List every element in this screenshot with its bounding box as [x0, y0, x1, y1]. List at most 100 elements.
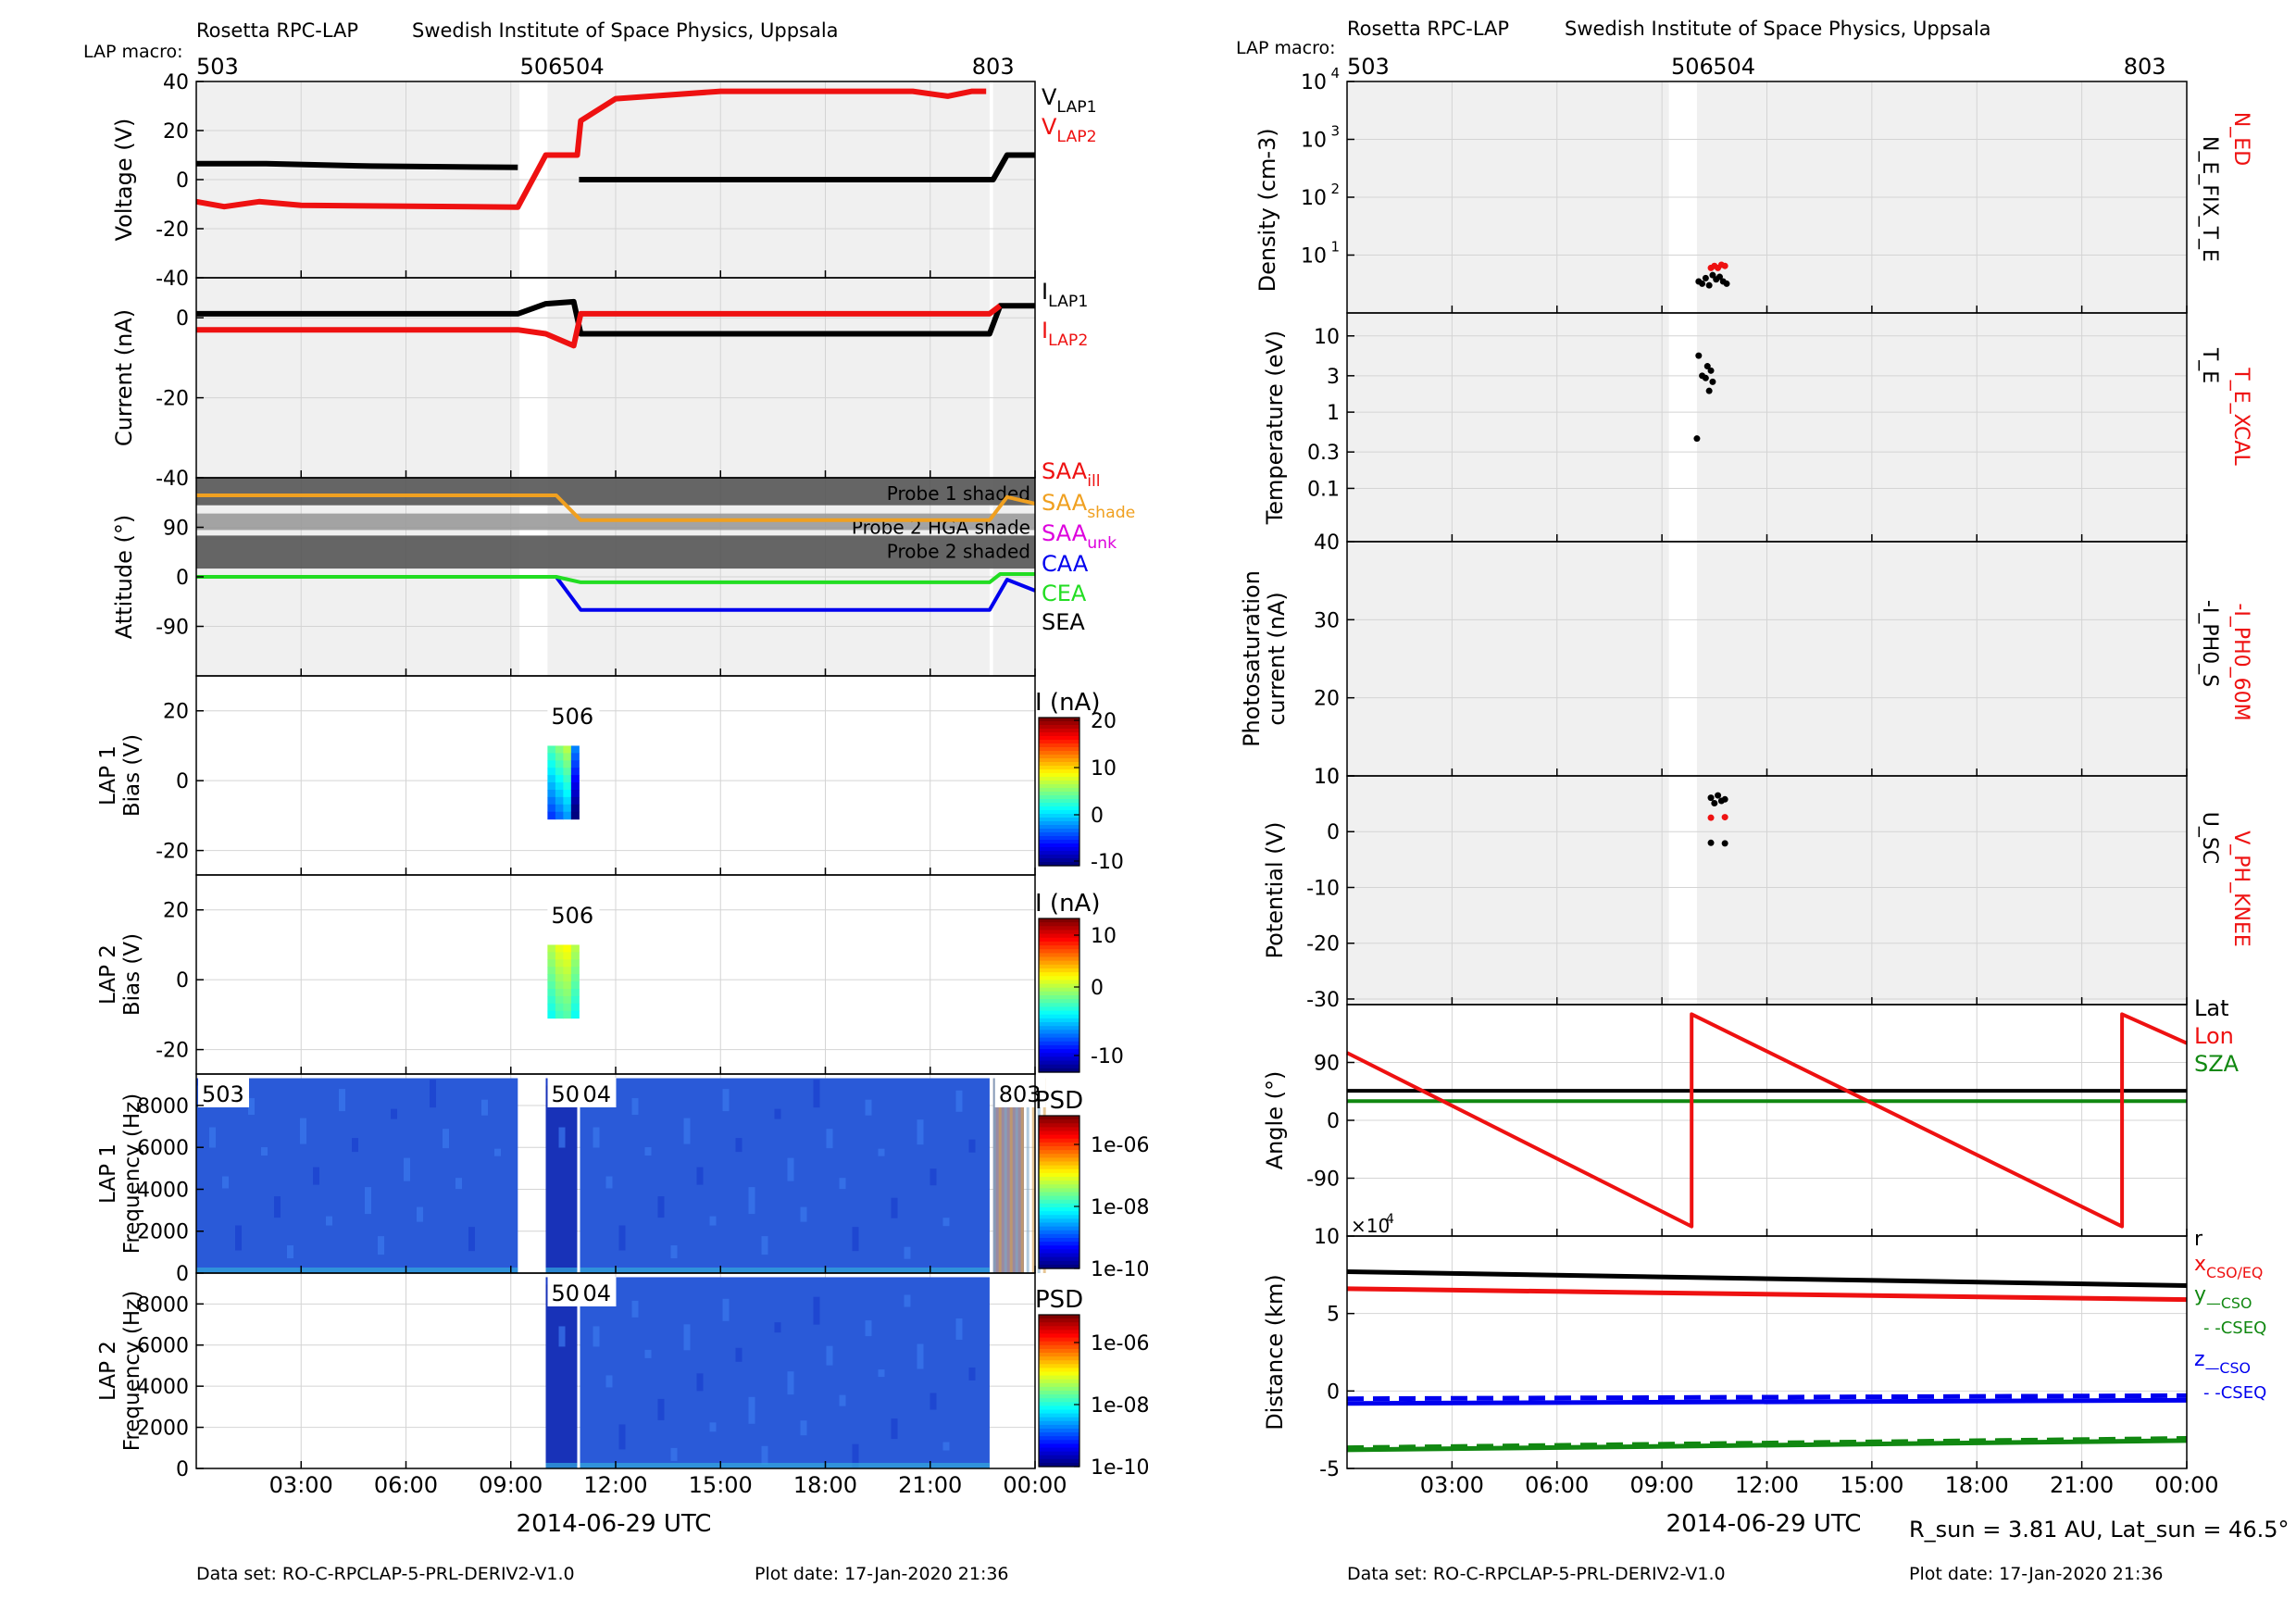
macro-label-left: 803: [972, 54, 1015, 80]
spectrogram-texture: [644, 1147, 652, 1156]
colorbar-lap1-psd-band: [1039, 1199, 1079, 1205]
spectrogram-block: [545, 1277, 578, 1468]
legend-n-e-fix: N_E_FIX_T_E: [2198, 136, 2221, 262]
spectrogram-texture: [735, 1347, 742, 1362]
colorbar-lap1-psd-band: [1039, 1230, 1079, 1235]
colorbar-lap1-psd-band: [1039, 1195, 1079, 1201]
spectrogram-texture: [494, 1148, 501, 1156]
colorbar-lap2-bias-band: [1039, 980, 1079, 985]
left-header-institute: Swedish Institute of Space Physics, Upps…: [412, 19, 839, 42]
bias-heat-cell: [555, 753, 564, 761]
bias-heat-cell: [555, 768, 564, 776]
colorbar-lap1-psd-band: [1039, 1207, 1079, 1212]
bias-heat-cell: [547, 775, 556, 783]
legend-caa: CAA: [1042, 551, 1089, 577]
colorbar-lap1-psd-band: [1039, 1123, 1079, 1128]
colorbar-lap2-bias-band: [1039, 968, 1079, 973]
bias-heat-cell: [547, 959, 556, 968]
colorbar-lap2-psd-band: [1039, 1360, 1079, 1365]
colorbar-lap2-bias-band: [1039, 1010, 1079, 1016]
macro-tag: 803: [999, 1081, 1042, 1107]
colorbar-lap1-bias-tick-label: 0: [1091, 805, 1104, 828]
y-tick-label: 0: [176, 307, 189, 331]
y-tick-label: 4000: [137, 1376, 189, 1399]
series-line-x: [1346, 1286, 2188, 1303]
macro-label-right: 504: [1713, 54, 1755, 80]
colorbar-lap2-psd-band: [1039, 1405, 1079, 1411]
bias-heat-cell: [547, 1003, 556, 1012]
colorbar-lap1-psd-band: [1039, 1256, 1079, 1262]
colorbar-lap2-bias-band: [1039, 1033, 1079, 1039]
spectrogram-texture: [1026, 1078, 1029, 1273]
y-tick-label: 0: [1327, 1110, 1340, 1133]
bias-heat-cell: [555, 775, 564, 783]
colorbar-lap2-psd-band: [1039, 1356, 1079, 1361]
macro-tag-bg: [994, 1078, 1046, 1107]
colorbar-lap2-bias-label: I (nA): [1035, 890, 1100, 918]
bias-heat-cell: [570, 768, 580, 776]
legend-r: r: [2194, 1228, 2203, 1251]
legend-i-lap2: ILAP2: [1042, 318, 1088, 350]
legend-saa-unk-sub: unk: [1087, 534, 1117, 553]
y-tick-exponent: 1: [1330, 239, 1340, 256]
colorbar-lap2-bias-band: [1039, 922, 1079, 927]
colorbar-lap1-bias-band: [1039, 810, 1079, 815]
colorbar-lap2-bias-band: [1039, 937, 1079, 943]
y-tick-exponent: 3: [1330, 123, 1340, 140]
y-tick-label: 2000: [137, 1418, 189, 1441]
macro-label-right: 506: [1671, 54, 1714, 80]
colorbar-lap2-bias-band: [1039, 1014, 1079, 1019]
spectrogram-texture: [631, 1098, 639, 1116]
data-point--I_PH0_S: [1715, 792, 1722, 799]
colorbar-lap2-psd-band: [1039, 1318, 1079, 1323]
colorbar-lap1-bias-label: I (nA): [1035, 689, 1100, 717]
colorbar-lap1-bias-band: [1039, 721, 1079, 726]
spectrogram-texture: [761, 1236, 768, 1255]
y-tick-label: 6000: [137, 1137, 189, 1160]
spectrogram-texture: [917, 1119, 924, 1145]
macro-label-left: 504: [562, 54, 605, 80]
colorbar-lap2-psd-band: [1039, 1462, 1079, 1468]
colorbar-lap1-bias-band: [1039, 792, 1079, 796]
macro-label-right: 803: [2124, 54, 2166, 80]
data-point-T_E: [1707, 367, 1715, 374]
series-line-z: [1346, 1397, 2188, 1406]
colorbar-lap1-bias-band: [1039, 829, 1079, 833]
spectrogram-texture: [1015, 1078, 1018, 1273]
series-line-V_LAP1: [196, 152, 1035, 182]
colorbar-lap1-psd-band: [1039, 1188, 1079, 1193]
colorbar-lap2-bias-band: [1039, 930, 1079, 935]
colorbar-lap1-psd-band: [1039, 1253, 1079, 1258]
colorbar-lap1-psd-band: [1039, 1157, 1079, 1163]
data-point-T_E: [1695, 352, 1703, 359]
colorbar-lap1-psd-band: [1039, 1211, 1079, 1216]
bias-heat-cell: [555, 981, 564, 990]
y-tick-label: 0.1: [1307, 478, 1340, 501]
colorbar-lap1-psd-band: [1039, 1127, 1079, 1132]
bias-heat-cell: [547, 974, 556, 982]
y-tick-label: 8000: [137, 1095, 189, 1118]
bias-heat-cell: [555, 796, 564, 806]
spectrogram-texture: [468, 1227, 475, 1252]
colorbar-lap1-psd-band: [1039, 1260, 1079, 1266]
colorbar-lap2-bias-band: [1039, 926, 1079, 931]
spectrogram-lowfreq: [545, 1268, 578, 1273]
data-point--I_PH0_S: [1711, 800, 1718, 807]
y-tick-label: 10: [1301, 187, 1327, 210]
colorbar-lap2-bias-band: [1039, 941, 1079, 946]
data-point-V_PH_KNEE: [1707, 814, 1715, 821]
colorbar-lap1-psd-band: [1039, 1249, 1079, 1255]
bias-heat-cell: [555, 789, 564, 798]
spectrogram-texture: [417, 1206, 423, 1222]
macro-tag: 503: [202, 1081, 244, 1107]
colorbar-lap2-bias-band: [1039, 1022, 1079, 1027]
spectrogram-texture: [430, 1080, 436, 1108]
y-tick-label: 10: [1314, 766, 1340, 789]
colorbar-lap1-psd-band: [1039, 1168, 1079, 1174]
colorbar-lap1-bias-band: [1039, 855, 1079, 859]
bias-heat-cell: [547, 804, 556, 813]
series-line-CAA: [555, 575, 1036, 612]
colorbar-lap2-bias-band: [1039, 1026, 1079, 1031]
colorbar-lap2-bias-band: [1039, 991, 1079, 996]
shade-band-label: Probe 1 shaded: [887, 482, 1030, 505]
